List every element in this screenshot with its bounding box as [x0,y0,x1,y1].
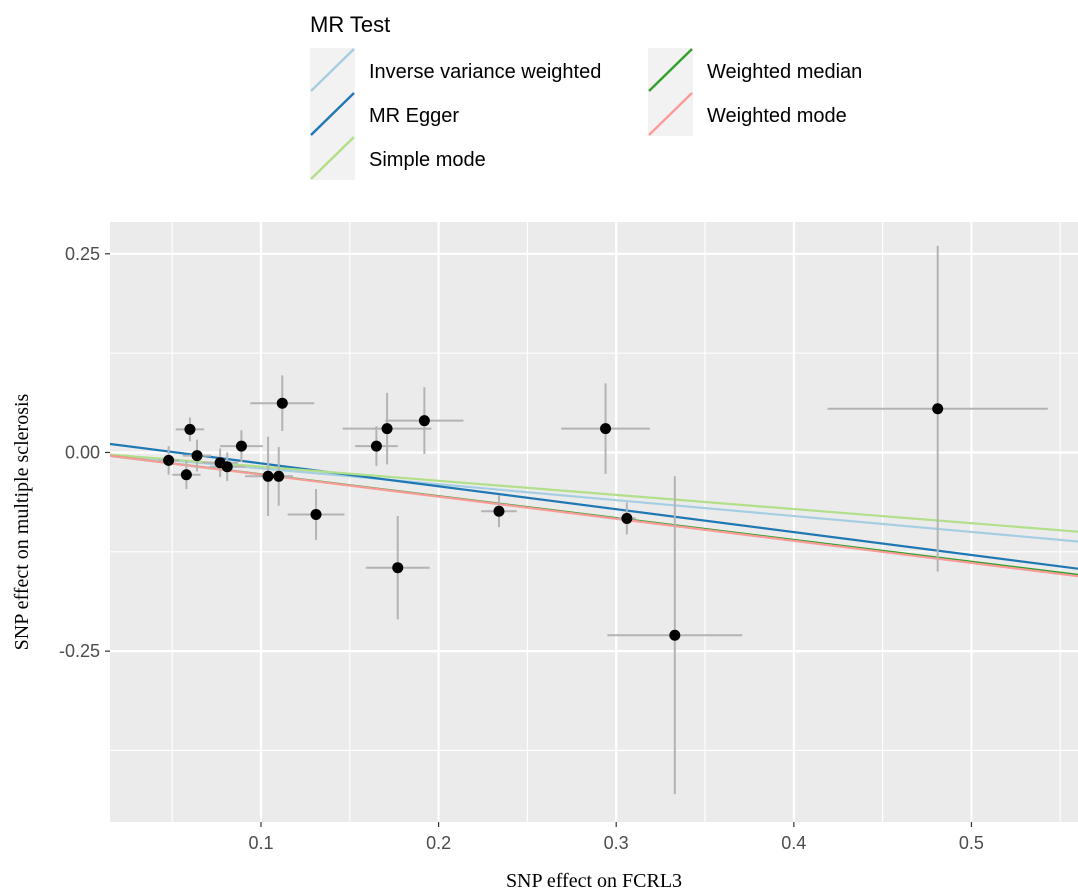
x-axis-title: SNP effect on FCRL3 [506,870,682,892]
y-axis-title: SNP effect on multiple sclerosis [11,393,33,650]
legend-label: Weighted mode [707,105,847,127]
y-axis-ticks: 0.25 0.00 -0.25 [59,244,110,661]
data-point [669,629,681,641]
data-point [310,508,322,520]
legend-key-line [310,48,355,92]
y-tick-label: 0.00 [65,442,100,462]
data-points [163,397,944,641]
legend-label: MR Egger [369,105,459,127]
legend-item: Inverse variance weighted [310,48,601,92]
data-point [235,440,247,452]
data-point [191,450,203,462]
regression-line [110,453,1078,543]
x-axis-ticks: 0.1 0.2 0.3 0.4 0.5 [248,822,984,853]
legend-label: Inverse variance weighted [369,61,601,83]
x-tick-label: 0.4 [781,833,806,853]
data-point [163,454,175,466]
major-gridlines [110,222,1078,822]
data-point [262,470,274,482]
data-point [600,423,612,435]
legend-item: Weighted median [648,48,862,92]
legend-key-line [310,136,355,180]
minor-gridlines [110,222,1078,822]
data-point [276,397,288,409]
x-tick-label: 0.5 [959,833,984,853]
plot-panel [110,222,1078,822]
data-point [392,562,404,574]
data-point [273,470,285,482]
x-tick-label: 0.3 [604,833,629,853]
data-point [184,423,196,435]
data-point [418,415,430,427]
legend: MR Test Inverse variance weighted MR Egge… [310,12,862,180]
data-point [621,512,633,524]
data-point [370,440,382,452]
legend-item: MR Egger [310,92,459,136]
legend-item: Simple mode [310,136,486,180]
data-point [932,403,944,415]
data-point [180,469,192,481]
legend-key-line [648,48,693,92]
y-tick-label: 0.25 [65,244,100,264]
legend-key-line [648,92,693,136]
legend-item: Weighted mode [648,92,847,136]
legend-title: MR Test [310,12,390,37]
regression-line [110,453,1078,533]
legend-label: Simple mode [369,149,486,171]
legend-key-line [310,92,355,136]
data-point [381,423,393,435]
regression-line [110,442,1078,570]
x-tick-label: 0.2 [426,833,451,853]
y-tick-label: -0.25 [59,641,100,661]
data-point [221,461,233,473]
x-tick-label: 0.1 [248,833,273,853]
data-point [493,505,505,517]
legend-label: Weighted median [707,61,862,83]
